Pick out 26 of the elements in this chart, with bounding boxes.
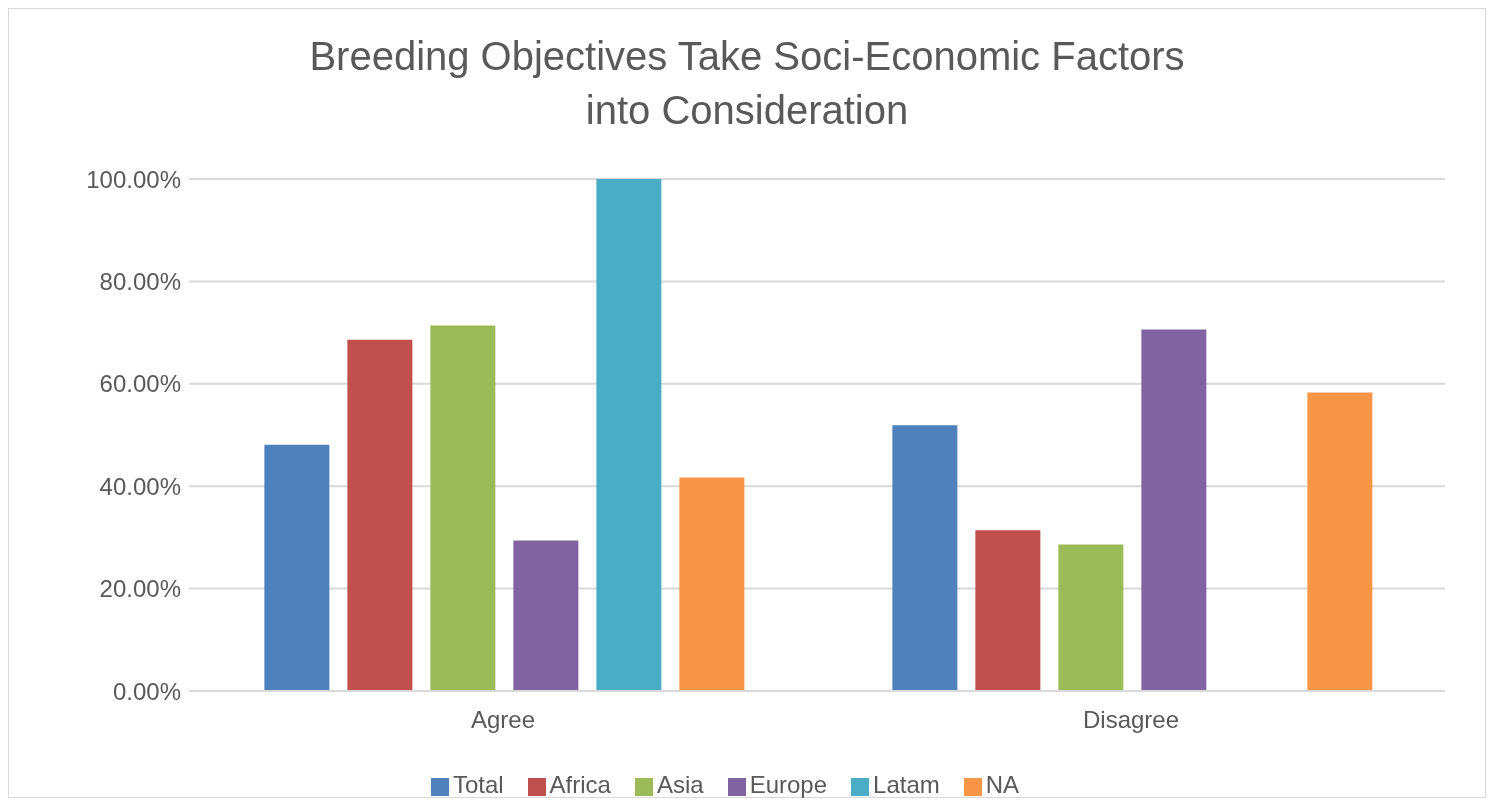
y-tick-label: 40.00% <box>99 472 181 500</box>
y-tick-label: 20.00% <box>99 575 181 603</box>
y-tick-label: 0.00% <box>112 677 181 705</box>
bar <box>264 444 330 691</box>
bar <box>679 477 745 691</box>
y-tick-label: 100.00% <box>86 165 181 193</box>
bar <box>347 339 413 691</box>
bar <box>513 540 579 691</box>
bar <box>1141 329 1207 691</box>
x-tick-label: Agree <box>470 706 536 734</box>
legend-label: Asia <box>656 771 704 798</box>
y-tick-label: 80.00% <box>99 267 181 295</box>
legend-label: NA <box>985 771 1020 798</box>
bar <box>1058 544 1124 691</box>
bar <box>975 530 1041 691</box>
chart-title: Breeding Objectives Take Soci-Economic Factors into Consideration <box>309 34 1185 132</box>
x-tick-label: Disagree <box>1082 706 1180 734</box>
legend-label: Total <box>452 771 504 798</box>
legend-label: Africa <box>549 771 611 798</box>
bar <box>1307 392 1373 691</box>
bar <box>430 325 496 691</box>
bar <box>596 179 662 691</box>
legend-label: Latam <box>873 771 940 798</box>
bar <box>892 425 958 691</box>
y-tick-label: 60.00% <box>99 370 181 398</box>
legend-label: Europe <box>749 771 828 798</box>
